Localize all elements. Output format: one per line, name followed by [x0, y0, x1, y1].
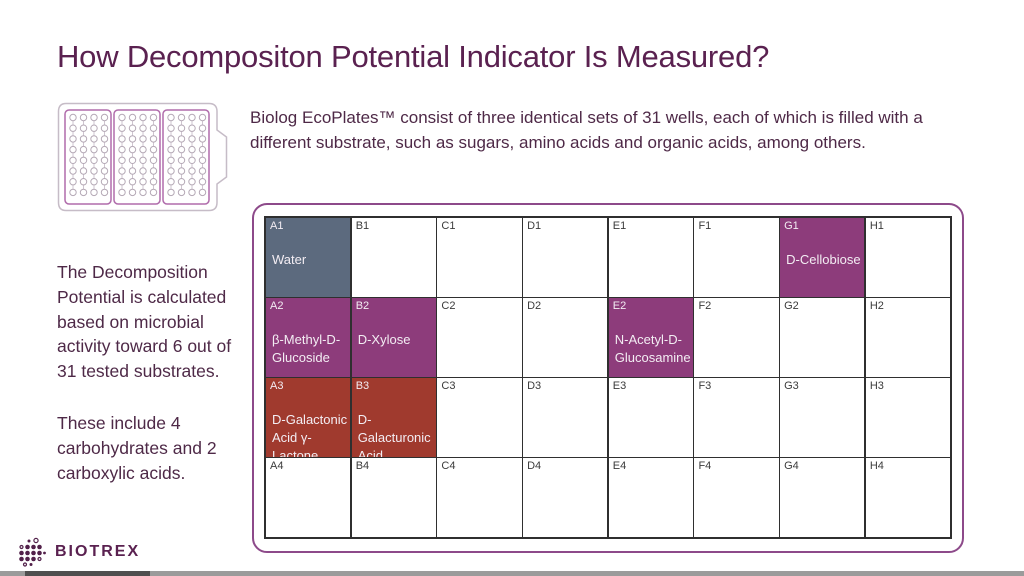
well-C3: C3 [437, 378, 522, 457]
well-F3: F3 [694, 378, 779, 457]
well-D2: D2 [523, 298, 608, 377]
well-id: A2 [270, 300, 284, 313]
decomposition-note: The Decomposition Potential is calculate… [57, 260, 253, 485]
well-A4: A4 [266, 458, 351, 537]
well-id: H1 [869, 220, 884, 232]
bottom-edge-bar-segment [25, 571, 150, 576]
well-id: D3 [527, 380, 542, 393]
biotrex-logo-icon [19, 537, 46, 567]
well-E1: E1 [608, 218, 693, 297]
well-G1: G1 D-Cellobiose [780, 218, 865, 297]
well-id: B1 [355, 220, 370, 232]
well-id: G3 [784, 380, 799, 393]
well-substrate-label: N-Acetyl-D-Glucosamine [614, 332, 691, 366]
ecoplate-panel: A1 Water B1 C1 D1 E1 F1 G1 D-Cellobiose H1 A2 β-Met… [252, 203, 964, 553]
well-id: H3 [869, 380, 884, 393]
well-C4: C4 [437, 458, 522, 537]
well-id: E2 [612, 300, 627, 313]
well-id: F3 [698, 380, 712, 393]
well-id: B2 [355, 300, 370, 313]
well-id: C2 [441, 300, 456, 313]
well-id: C4 [441, 460, 456, 473]
well-id: B3 [355, 380, 370, 393]
well-H3: H3 [865, 378, 950, 457]
well-H1: H1 [865, 218, 950, 297]
well-G4: G4 [780, 458, 865, 537]
bottom-edge-bar [0, 571, 1024, 576]
well-B2: B2 D-Xylose [351, 298, 436, 377]
well-id: E1 [612, 220, 627, 232]
well-id: D2 [527, 300, 542, 313]
well-B3: B3 D-Galacturonic Acid [351, 378, 436, 457]
well-id: F2 [698, 300, 712, 313]
well-F4: F4 [694, 458, 779, 537]
well-D1: D1 [523, 218, 608, 297]
page-title: How Decompositon Potential Indicator Is … [57, 39, 770, 74]
well-id: G1 [784, 220, 799, 232]
well-substrate-label: D-Cellobiose [786, 252, 861, 267]
ecoplate-description: Biolog EcoPlates™ consist of three ident… [250, 108, 923, 152]
well-id: A3 [270, 380, 284, 393]
well-C2: C2 [437, 298, 522, 377]
well-B4: B4 [351, 458, 436, 537]
well-substrate-label: β-Methyl-D-Glucoside [272, 332, 341, 366]
well-H4: H4 [865, 458, 950, 537]
well-id: C1 [441, 220, 456, 232]
well-id: A1 [270, 220, 284, 232]
well-id: A4 [270, 460, 284, 473]
well-id: G4 [784, 460, 799, 473]
well-id: H2 [869, 300, 884, 313]
biotrex-logo-text: BIOTREX [55, 543, 141, 560]
well-A3: A3 D-Galactonic Acid γ-Lactone [266, 378, 351, 457]
well-substrate-label: D-Galacturonic Acid [357, 412, 431, 457]
well-id: H4 [869, 460, 884, 473]
decomposition-note-paragraph-1: The Decomposition Potential is calculate… [57, 262, 232, 382]
well-A1: A1 Water [266, 218, 351, 297]
well-E3: E3 [608, 378, 693, 457]
well-id: E4 [612, 460, 627, 473]
well-A2: A2 β-Methyl-D-Glucoside [266, 298, 351, 377]
well-H2: H2 [865, 298, 950, 377]
biotrex-logo: BIOTREX [17, 536, 140, 568]
well-substrate-label: D-Xylose [357, 332, 411, 348]
well-substrate-label: D-Galactonic Acid γ-Lactone [272, 412, 348, 457]
well-G2: G2 [780, 298, 865, 377]
well-E4: E4 [608, 458, 693, 537]
ecoplate-illustration-icon [57, 102, 230, 217]
well-id: B4 [355, 460, 370, 473]
well-C1: C1 [437, 218, 522, 297]
well-id: E3 [612, 380, 627, 393]
well-B1: B1 [351, 218, 436, 297]
well-F1: F1 [694, 218, 779, 297]
well-E2: E2 N-Acetyl-D-Glucosamine [608, 298, 693, 377]
well-id: D1 [527, 220, 542, 232]
well-id: F1 [698, 220, 712, 232]
ecoplate-grid: A1 Water B1 C1 D1 E1 F1 G1 D-Cellobiose H1 A2 β-Met… [264, 216, 952, 539]
well-id: C3 [441, 380, 456, 393]
decomposition-note-paragraph-2: These include 4 carbohydrates and 2 carb… [57, 412, 217, 483]
well-D3: D3 [523, 378, 608, 457]
well-substrate-label: Water [272, 252, 307, 267]
well-id: G2 [784, 300, 799, 313]
well-id: D4 [527, 460, 542, 473]
well-D4: D4 [523, 458, 608, 537]
well-id: F4 [698, 460, 712, 473]
well-G3: G3 [780, 378, 865, 457]
well-F2: F2 [694, 298, 779, 377]
